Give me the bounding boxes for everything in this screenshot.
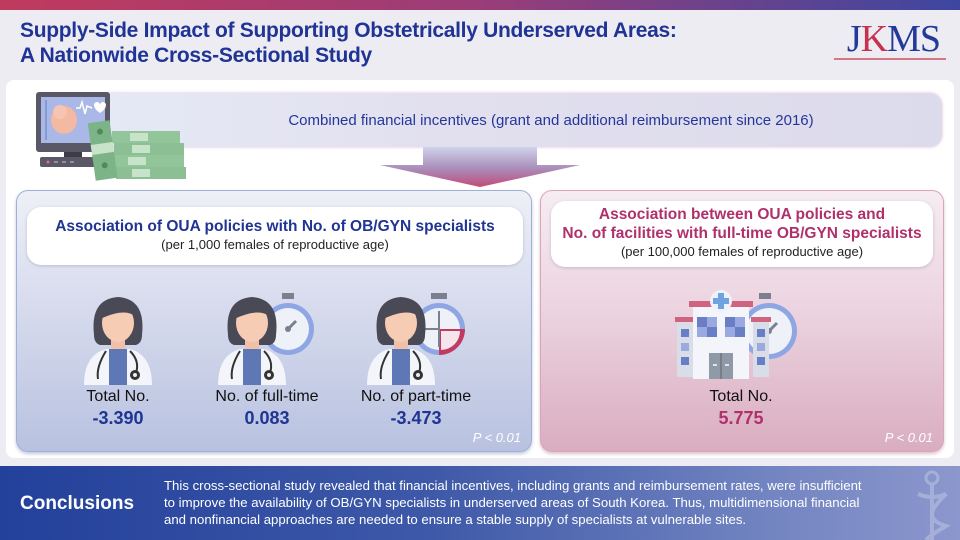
female-doctor-icon xyxy=(84,297,152,385)
specialists-panel: Association of OUA policies with No. of … xyxy=(16,190,532,452)
money-stack-icon xyxy=(88,120,186,181)
female-doctor-partial-stopwatch-icon xyxy=(367,293,465,385)
jkms-logo: JKMS xyxy=(846,18,941,60)
facilities-panel-title: Association between OUA policies and No.… xyxy=(551,205,933,243)
conclusions-title: Conclusions xyxy=(20,493,135,514)
metric-value: 0.083 xyxy=(244,408,290,428)
metric-full-time-specialists: No. of full-time 0.083 xyxy=(192,291,342,429)
down-arrow-icon xyxy=(380,147,580,187)
logo-j: J xyxy=(846,18,862,60)
caduceus-icon xyxy=(917,470,952,540)
conclusions-line-3: and nonfinancial approaches are needed t… xyxy=(164,512,747,527)
intervention-banner: Combined financial incentives (grant and… xyxy=(100,93,942,147)
specialists-panel-subtitle: (per 1,000 females of reproductive age) xyxy=(161,237,389,252)
title-line-1: Supply-Side Impact of Supporting Obstetr… xyxy=(20,19,677,42)
metric-label: No. of full-time xyxy=(215,388,319,405)
specialists-panel-title: Association of OUA policies with No. of … xyxy=(55,218,495,235)
metric-value: -3.473 xyxy=(390,408,442,428)
conclusions-line-2: to improve the availability of OB/GYN sp… xyxy=(164,495,860,510)
metric-total-facilities: Total No. 5.775 xyxy=(661,287,821,429)
page-title: Supply-Side Impact of Supporting Obstetr… xyxy=(20,18,677,68)
metric-value: -3.390 xyxy=(92,408,144,428)
metric-label: No. of part-time xyxy=(360,388,472,405)
hospital-stopwatch-icon xyxy=(675,290,797,379)
facilities-panel-subtitle: (per 100,000 females of reproductive age… xyxy=(620,244,864,259)
logo-ms: MS xyxy=(887,18,941,60)
conclusions-bar: Conclusions This cross-sectional study r… xyxy=(0,466,960,540)
conclusions-line-1: This cross-sectional study revealed that… xyxy=(164,478,862,493)
top-accent-bar xyxy=(0,0,960,10)
p-value: P < 0.01 xyxy=(884,430,933,445)
facilities-title-line-2: No. of facilities with full-time OB/GYN … xyxy=(562,225,922,242)
p-value: P < 0.01 xyxy=(472,430,521,445)
logo-underline xyxy=(834,58,946,60)
facilities-title-line-1: Association between OUA policies and xyxy=(598,206,886,223)
intervention-text: Combined financial incentives (grant and… xyxy=(288,111,814,129)
facilities-panel: Association between OUA policies and No.… xyxy=(540,190,944,452)
conclusions-text: This cross-sectional study revealed that… xyxy=(164,477,934,528)
metric-label: Total No. xyxy=(709,388,773,405)
female-doctor-stopwatch-icon xyxy=(218,293,314,385)
logo-k: K xyxy=(860,18,888,60)
metric-part-time-specialists: No. of part-time -3.473 xyxy=(341,291,491,429)
metric-label: Total No. xyxy=(86,388,150,405)
specialists-panel-header: Association of OUA policies with No. of … xyxy=(27,207,523,265)
title-line-2: A Nationwide Cross-Sectional Study xyxy=(20,44,372,67)
metric-value: 5.775 xyxy=(718,408,764,428)
facilities-panel-header: Association between OUA policies and No.… xyxy=(551,201,933,267)
metric-total-specialists: Total No. -3.390 xyxy=(43,291,193,429)
